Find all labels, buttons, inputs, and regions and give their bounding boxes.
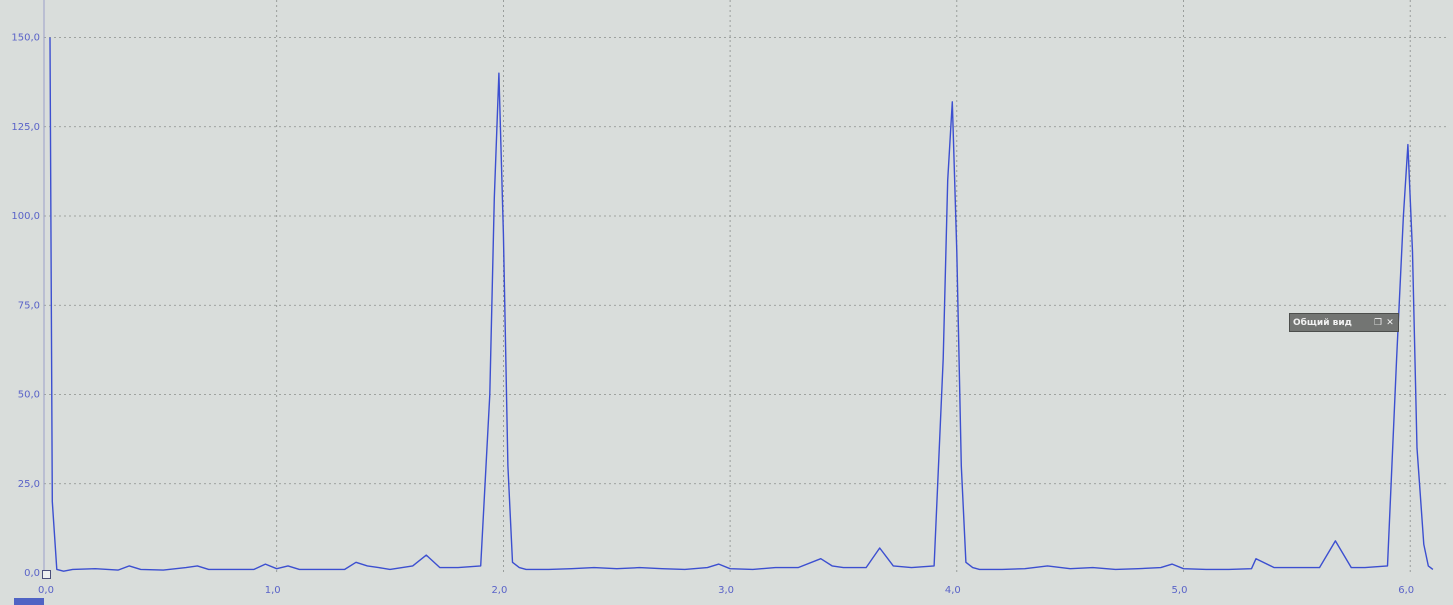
x-axis: 0,0 1,0 2,0 3,0 4,0 5,0 6,0 [38,585,1414,596]
grid [44,0,1446,573]
y-tick-label: 25,0 [18,479,40,490]
y-tick-label: 125,0 [11,122,40,133]
overview-panel-title: Общий вид [1293,317,1352,328]
y-axis: 0,0 25,0 50,0 75,0 100,0 125,0 150,0 [11,0,45,579]
x-tick-label: 6,0 [1398,585,1414,596]
axis-origin-box[interactable] [42,570,51,579]
series-layer [49,37,1434,572]
x-tick-label: 2,0 [491,585,507,596]
y-tick-label: 0,0 [24,568,40,579]
y-tick-label: 100,0 [11,211,40,222]
x-tick-label: 0,0 [38,585,54,596]
x-tick-label: 3,0 [718,585,734,596]
series-line [49,37,1434,572]
x-tick-label: 4,0 [945,585,961,596]
x-tick-label: 1,0 [265,585,281,596]
scroll-tab[interactable] [14,598,44,605]
y-tick-label: 50,0 [18,390,40,401]
overview-panel[interactable]: Общий вид ❐ ✕ [1289,313,1399,332]
restore-icon[interactable]: ❐ [1373,317,1383,328]
x-tick-label: 5,0 [1172,585,1188,596]
close-icon[interactable]: ✕ [1386,317,1394,328]
y-tick-label: 150,0 [11,33,40,44]
y-tick-label: 75,0 [18,300,40,311]
